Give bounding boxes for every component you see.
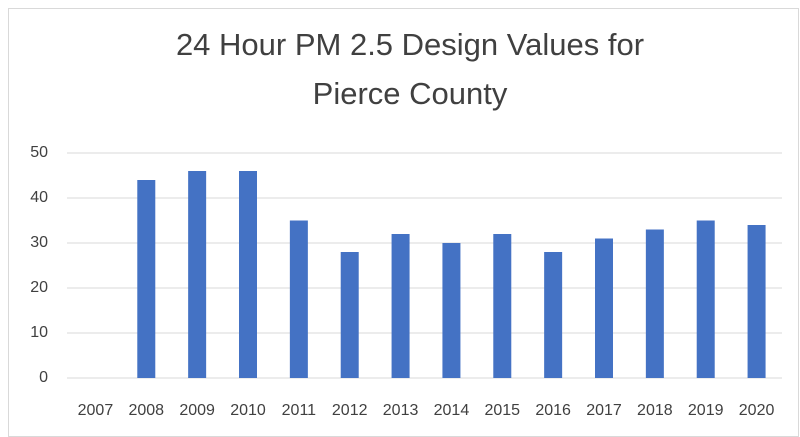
- bar: [289, 220, 308, 378]
- x-tick-label: 2019: [688, 402, 724, 419]
- x-tick-label: 2009: [179, 402, 215, 419]
- bar: [188, 171, 207, 378]
- bar: [696, 220, 715, 378]
- x-tick-label: 2007: [78, 402, 114, 419]
- y-tick-label: 20: [30, 279, 48, 296]
- bar: [595, 238, 613, 378]
- x-tick-label: 2020: [739, 402, 775, 419]
- x-tick-label: 2017: [586, 402, 622, 419]
- x-tick-label: 2013: [383, 402, 419, 419]
- bar: [391, 234, 410, 378]
- x-tick-label: 2011: [282, 402, 317, 419]
- chart-title: 24 Hour PM 2.5 Design Values for Pierce …: [175, 27, 645, 111]
- x-tick-label: 2015: [484, 402, 520, 419]
- bar: [442, 243, 461, 378]
- bar: [747, 225, 766, 378]
- x-tick-label: 2018: [637, 402, 673, 419]
- y-tick-label: 50: [30, 144, 48, 161]
- bar: [137, 180, 156, 378]
- bar: [645, 229, 664, 378]
- y-tick-label: 30: [30, 234, 48, 251]
- bar: [340, 252, 359, 378]
- x-tick-label: 2010: [230, 402, 266, 419]
- bar: [493, 234, 512, 378]
- y-tick-label: 0: [39, 369, 48, 386]
- x-tick-label: 2008: [128, 402, 164, 419]
- x-tick-label: 2014: [434, 402, 470, 419]
- x-tick-label: 2012: [332, 402, 368, 419]
- y-tick-label: 10: [30, 324, 48, 341]
- bar: [544, 252, 563, 378]
- y-tick-label: 40: [30, 189, 48, 206]
- x-tick-label: 2016: [535, 402, 571, 419]
- bar: [239, 171, 257, 378]
